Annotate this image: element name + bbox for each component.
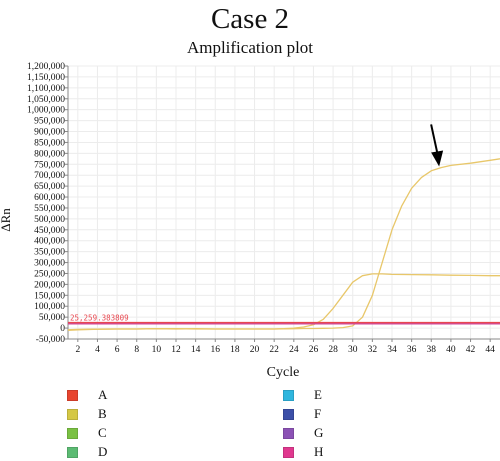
x-tick-label: 2 (75, 345, 80, 355)
y-tick-label: 350,000 (34, 248, 65, 258)
x-tick-label: 34 (387, 345, 397, 355)
legend-label: B (98, 406, 107, 421)
legend-swatch (67, 427, 78, 439)
legend-label: E (314, 387, 322, 402)
legend-swatch (67, 389, 78, 401)
legend-item-f: F (283, 405, 321, 423)
threshold-label: 25,259.383809 (70, 314, 129, 323)
legend-item-c: C (67, 424, 107, 442)
case-title: Case 2 (210, 3, 290, 35)
legend-label: D (98, 444, 108, 459)
arrow-shaft (430, 124, 439, 155)
x-tick-label: 20 (250, 345, 260, 355)
x-tick-label: 18 (230, 345, 240, 355)
x-tick-label: 10 (152, 345, 162, 355)
legend-label: F (314, 406, 322, 421)
x-tick-label: 32 (368, 345, 378, 355)
y-tick-label: 500,000 (34, 215, 65, 225)
y-tick-label: 950,000 (34, 117, 65, 127)
y-tick-label: 1,100,000 (27, 84, 65, 94)
legend-item-h: H (283, 443, 323, 461)
y-tick-label: 50,000 (39, 313, 65, 323)
legend-swatch (67, 446, 78, 458)
legend-label: C (98, 425, 107, 440)
series-line-2 (67, 273, 500, 331)
x-tick-label: 16 (211, 345, 221, 355)
x-tick-label: 12 (171, 345, 181, 355)
legend-label: H (314, 444, 324, 459)
legend-item-a: A (67, 386, 107, 404)
x-tick-label: 8 (134, 345, 139, 355)
legend-item-b: B (67, 405, 107, 423)
x-tick-label: 22 (269, 345, 279, 355)
y-tick-label: 400,000 (34, 237, 65, 247)
legend-swatch (283, 427, 294, 439)
y-tick-label: 200,000 (34, 280, 65, 290)
x-tick-label: 36 (407, 345, 417, 355)
annotation-arrow (430, 124, 444, 167)
legend-swatch (283, 389, 294, 401)
y-tick-label: 150,000 (34, 291, 65, 301)
x-tick-label: 42 (466, 345, 476, 355)
x-tick-label: 14 (191, 345, 201, 355)
y-axis-label: ΔRn (0, 208, 13, 232)
y-tick-label: 550,000 (34, 204, 65, 214)
y-tick-label: 1,150,000 (27, 73, 65, 83)
y-tick-label: 100,000 (34, 302, 65, 312)
y-tick-label: 850,000 (34, 138, 65, 148)
y-tick-label: 1,200,000 (27, 62, 65, 72)
legend-item-e: E (283, 386, 322, 404)
y-tick-label: 650,000 (34, 182, 65, 192)
y-tick-label: 0 (60, 324, 65, 334)
x-tick-label: 40 (446, 345, 456, 355)
x-tick-label: 44 (485, 345, 495, 355)
y-tick-label: 800,000 (34, 149, 65, 159)
plot-area (68, 66, 500, 339)
y-tick-label: 750,000 (34, 160, 65, 170)
chart-title: Amplification plot (186, 38, 314, 57)
legend-label: A (98, 387, 108, 402)
x-tick-label: 4 (95, 345, 100, 355)
y-tick-label: -50,000 (36, 335, 66, 345)
legend-label: G (314, 425, 324, 440)
x-tick-label: 30 (348, 345, 358, 355)
x-tick-label: 26 (309, 345, 319, 355)
x-tick-label: 38 (427, 345, 437, 355)
x-tick-label: 28 (328, 345, 338, 355)
legend-swatch (283, 408, 294, 420)
y-tick-label: 1,050,000 (27, 95, 65, 105)
y-tick-label: 1,000,000 (27, 106, 65, 116)
y-tick-label: 450,000 (34, 226, 65, 236)
legend-item-d: D (67, 443, 107, 461)
y-tick-label: 700,000 (34, 171, 65, 181)
y-tick-label: 900,000 (34, 128, 65, 138)
y-tick-label: 250,000 (34, 269, 65, 279)
legend-swatch (283, 446, 294, 458)
x-tick-label: 24 (289, 345, 299, 355)
x-tick-label: 6 (115, 345, 120, 355)
legend-item-g: G (283, 424, 323, 442)
y-tick-label: 300,000 (34, 259, 65, 269)
legend-swatch (67, 408, 78, 420)
arrow-head (431, 150, 444, 167)
y-tick-label: 600,000 (34, 193, 65, 203)
amplification-plot: ΔRn -50,000050,000100,000150,000200,0002… (0, 62, 500, 380)
x-axis-label: Cycle (267, 365, 300, 380)
